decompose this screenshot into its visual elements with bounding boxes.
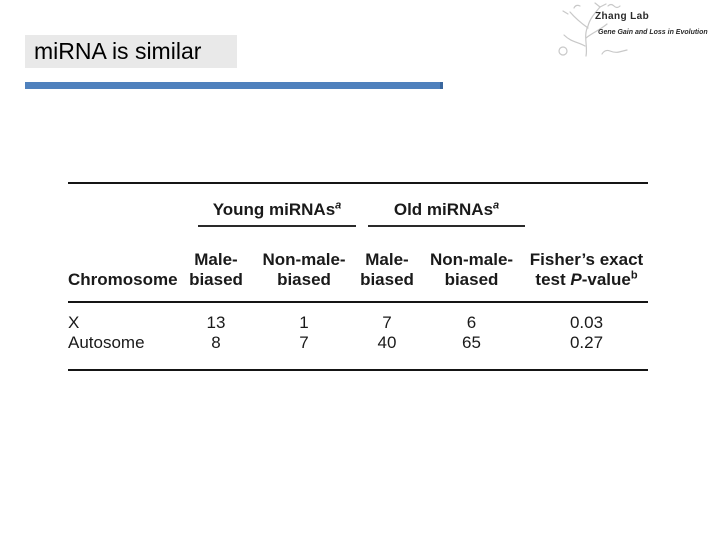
table-column-header-row: Chromosome Male- biased Non-male- biased… [68, 227, 648, 303]
logo-lab-name: Zhang Lab [595, 11, 650, 22]
slide-title-box: miRNA is similar [25, 35, 237, 68]
cell-young-nonmale: 1 [299, 313, 309, 332]
header-line: test [535, 270, 571, 289]
group-header-old-label: Old miRNAs [393, 200, 494, 219]
header-line: Non-male- [429, 250, 514, 269]
col-header-chromosome: Chromosome [68, 227, 180, 303]
header-line: biased [277, 270, 331, 289]
footnote-marker-a: a [335, 199, 342, 212]
table-row-x: X 13 1 7 6 0.03 [68, 302, 648, 333]
header-line: Fisher’s exact [529, 250, 644, 269]
col-header-fisher-pvalue: Fisher’s exact test P-valueb [525, 227, 648, 303]
group-header-spacer [68, 183, 180, 227]
cell-old-nonmale: 6 [466, 313, 477, 332]
cell-old-male: 40 [377, 333, 397, 352]
cell-p-value: 0.03 [569, 313, 604, 332]
group-header-young: Young miRNAsa [198, 200, 356, 227]
header-line: Non-male- [262, 250, 346, 269]
cell-chromosome: X [68, 313, 80, 332]
col-header-young-male-biased: Male- biased [180, 227, 252, 303]
cell-old-nonmale: 65 [462, 333, 481, 352]
cell-young-male: 8 [211, 333, 221, 352]
table-group-header-row: Young miRNAsa Old miRNAsa [68, 183, 648, 227]
cell-young-nonmale: 7 [299, 333, 309, 352]
slide-title: miRNA is similar [34, 38, 202, 64]
group-header-old: Old miRNAsa [368, 200, 525, 227]
header-line: Male- [365, 250, 409, 269]
footnote-marker-b: b [630, 269, 638, 282]
italic-p: P [570, 270, 582, 289]
group-header-young-label: Young miRNAs [212, 200, 336, 219]
title-accent-bar [25, 82, 443, 89]
col-header-old-nonmale-biased: Non-male- biased [418, 227, 525, 303]
header-line: -value [581, 270, 631, 289]
mirna-bias-table: Young miRNAsa Old miRNAsa Chromosome Mal… [68, 182, 648, 371]
col-header-young-nonmale-biased: Non-male- biased [252, 227, 356, 303]
group-header-young-cell: Young miRNAsa [180, 183, 356, 227]
header-line: biased [444, 270, 499, 289]
logo-tagline: Gene Gain and Loss in Evolution [598, 29, 708, 36]
col-header-old-male-biased: Male- biased [356, 227, 418, 303]
group-header-spacer [525, 183, 648, 227]
header-line: biased [360, 270, 414, 289]
footnote-marker-a: a [493, 199, 500, 212]
cell-chromosome: Autosome [68, 333, 145, 352]
zhang-lab-logo: Zhang Lab Gene Gain and Loss in Evolutio… [550, 2, 718, 60]
cell-p-value: 0.27 [569, 333, 604, 352]
header-line: biased [189, 270, 243, 289]
cell-young-male: 13 [206, 313, 226, 332]
phylogenetic-tree-sketch-icon [558, 2, 628, 57]
table-row-autosome: Autosome 8 7 40 65 0.27 [68, 333, 648, 370]
group-header-old-cell: Old miRNAsa [356, 183, 525, 227]
header-line: Male- [194, 250, 238, 269]
cell-old-male: 7 [382, 313, 392, 332]
